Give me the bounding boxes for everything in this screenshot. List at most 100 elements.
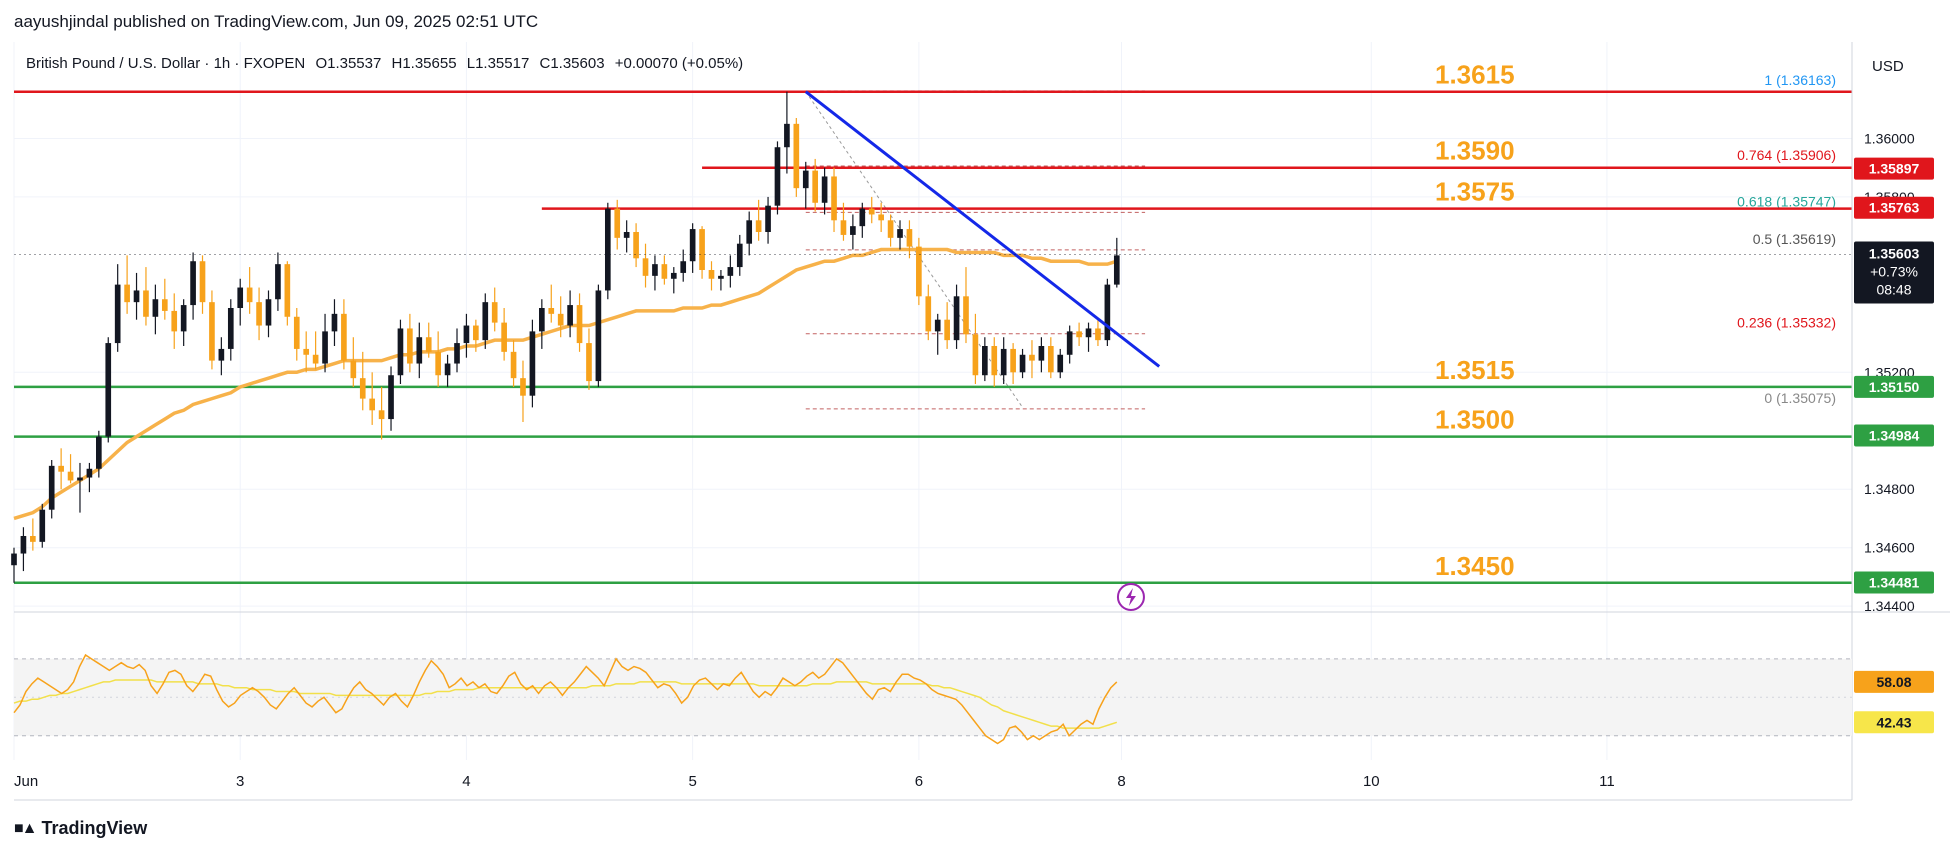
candle-body — [850, 226, 856, 235]
candle-body — [670, 272, 677, 279]
candle-body — [161, 299, 168, 311]
candle-body — [105, 343, 112, 437]
candle-body — [425, 337, 432, 352]
fib-level-label: 0.236 (1.35332) — [1737, 315, 1836, 331]
time-tick: 8 — [1117, 773, 1125, 790]
rsi-tag-bg — [1854, 670, 1934, 693]
candle-body — [58, 465, 64, 472]
brand-name: TradingView — [41, 818, 148, 838]
time-tick: 3 — [236, 773, 244, 790]
candle-body — [454, 343, 460, 364]
candle-body — [746, 220, 753, 244]
candle-body — [246, 287, 253, 303]
candle-body — [501, 322, 507, 352]
rsi-tags: 58.08 42.43 — [1854, 670, 1934, 734]
level-label: 1.3615 — [1435, 60, 1515, 90]
time-tick: 11 — [1599, 773, 1615, 790]
last-price-tag-line: 1.35603 — [1869, 246, 1920, 262]
candle-body — [1000, 348, 1007, 376]
candle-body — [209, 302, 215, 361]
candle-body — [407, 328, 413, 364]
horizontal-levels[interactable] — [14, 90, 1852, 585]
price-tag-bg — [1854, 196, 1934, 219]
candle-body — [982, 346, 988, 376]
rsi-ma-tag-text: 42.43 — [1876, 714, 1911, 730]
candle-body — [237, 287, 244, 308]
candle-body — [180, 305, 187, 332]
candle-body — [322, 331, 328, 364]
price-tag-text: 1.35897 — [1869, 161, 1920, 177]
time-tick: 4 — [462, 773, 470, 790]
candle-body — [595, 290, 602, 382]
candle-body — [218, 348, 225, 361]
candle-body — [86, 468, 93, 478]
candle-body — [689, 229, 696, 262]
trendlines[interactable] — [804, 90, 1161, 368]
candle-body — [812, 170, 819, 203]
candle-body — [623, 232, 630, 238]
candle-body — [831, 176, 837, 221]
publisher-header: aayushjindal published on TradingView.co… — [14, 12, 539, 31]
price-tick: 1.34600 — [1864, 540, 1915, 556]
candle-body — [991, 346, 998, 376]
candle-body — [765, 205, 771, 232]
candle-body — [548, 308, 555, 314]
rsi-pane[interactable] — [13, 653, 1852, 745]
candle-body — [350, 360, 357, 379]
candle-body — [708, 270, 715, 279]
candle-body — [1019, 354, 1026, 373]
candle-body — [755, 220, 762, 232]
candle-body — [1085, 328, 1092, 338]
lightning-icon[interactable] — [1116, 583, 1145, 611]
candle-body — [39, 509, 46, 542]
candle-body — [972, 334, 979, 376]
candle-body — [802, 170, 809, 189]
fib-retracement[interactable]: 1 (1.36163) 0.764 (1.35906) 0.618 (1.35747… — [805, 72, 1836, 410]
candle-body — [520, 378, 526, 396]
candle-body — [416, 337, 423, 364]
candle-body — [897, 229, 903, 238]
candle-body — [680, 261, 687, 273]
grid — [13, 42, 1852, 760]
price-tags: 1.358971.357631.355571.351501.349841.344… — [14, 157, 1934, 594]
time-axis[interactable]: Jun 3 4 5 6 8 10 11 — [14, 773, 1615, 790]
candle-body — [840, 220, 847, 235]
candle-body — [48, 465, 55, 510]
tradingview-logo[interactable]: ■▲ TradingView — [14, 818, 147, 839]
currency-label[interactable]: USD — [1872, 58, 1904, 75]
tradingview-logo-icon: ■▲ — [14, 819, 37, 837]
last-price-tag-line: 08:48 — [1876, 282, 1911, 298]
candle-body — [199, 261, 206, 303]
candle-body — [1066, 331, 1073, 355]
candle-body — [293, 316, 300, 349]
candle-body — [20, 536, 27, 554]
candle-body — [463, 325, 470, 344]
time-tick: 6 — [915, 773, 923, 790]
price-tag-text: 1.35763 — [1869, 200, 1920, 216]
last-price-tag-bg — [1854, 241, 1934, 304]
price-tag-bg — [1854, 424, 1934, 447]
rsi-ma-tag-bg — [1854, 711, 1934, 734]
candle-body — [774, 147, 781, 206]
candle-body — [736, 243, 743, 268]
candle-body — [614, 208, 621, 238]
price-tag-text: 1.34984 — [1869, 427, 1920, 443]
rsi-ma-line — [13, 679, 1118, 729]
legend-symbol: British Pound / U.S. Dollar · 1h · FXOPE… — [26, 55, 743, 72]
candle-body — [114, 284, 121, 344]
candle-body — [171, 310, 178, 332]
candle-body — [143, 290, 149, 317]
last-price-tag-line: +0.73% — [1870, 264, 1918, 280]
fib-level-label: 0.5 (1.35619) — [1753, 231, 1836, 247]
fib-level-label: 0.764 (1.35906) — [1737, 147, 1836, 163]
fib-level-label: 0.618 (1.35747) — [1737, 193, 1836, 209]
candle-body — [96, 436, 102, 469]
candle-body — [312, 354, 319, 364]
candle-body — [586, 343, 592, 382]
candle-body — [557, 313, 564, 326]
candle-body — [397, 328, 404, 376]
price-tick: 1.36000 — [1864, 130, 1915, 146]
price-tag-bg — [1854, 375, 1934, 398]
level-label: 1.3590 — [1435, 136, 1515, 166]
